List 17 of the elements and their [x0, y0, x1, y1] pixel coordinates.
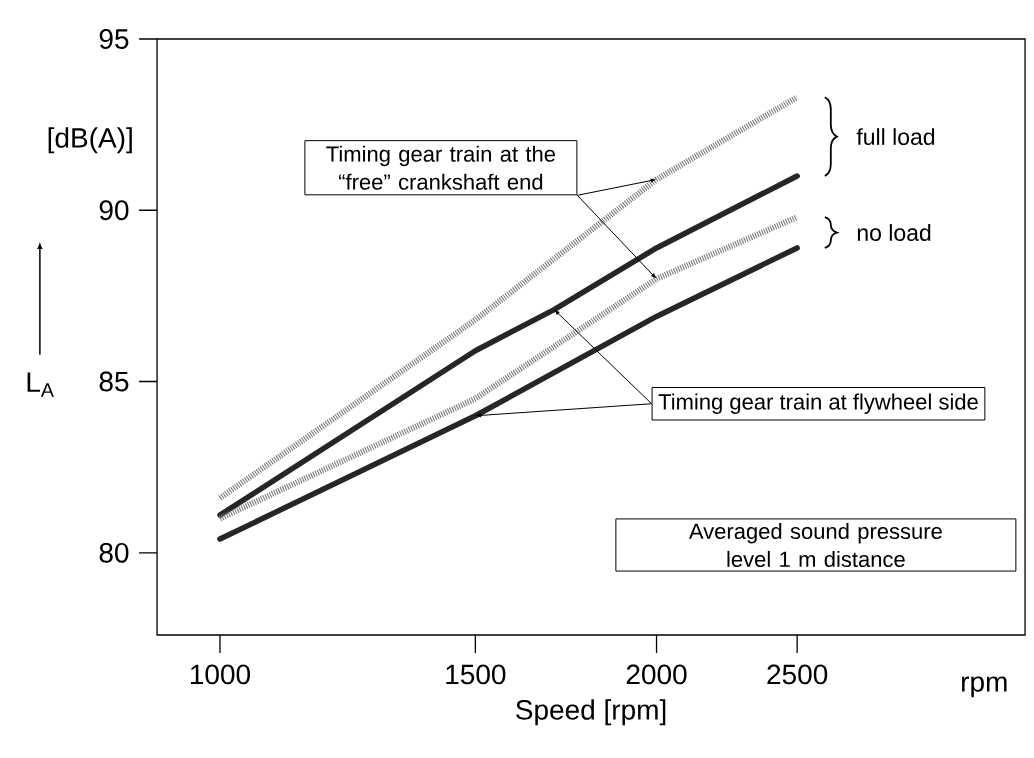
annotation: Timing gear train at flywheel side	[658, 393, 978, 414]
annotation: Averaged sound pressure level 1 m distance	[688, 522, 942, 568]
y-tick-label: 80	[99, 542, 129, 563]
y-tick-label: 95	[99, 29, 129, 49]
x-tick-label: 2500	[767, 664, 828, 685]
y-tick-label: 85	[99, 371, 129, 392]
text: rpm	[962, 676, 1007, 698]
annotation: no load	[857, 224, 931, 241]
text: [dB(A)]	[48, 127, 132, 154]
x-tick-label: 2000	[626, 664, 687, 685]
x-tick-label: 1000	[190, 664, 250, 685]
annotation: full load	[856, 128, 935, 146]
x-axis-title: Speed [rpm]	[516, 699, 666, 726]
y-axis-title: L$_{A}$	[27, 372, 54, 397]
annotation: Timing gear train at the “free” crankshaft end	[326, 145, 556, 190]
y-tick-label: 90	[99, 200, 129, 221]
x-tick-label: 1500	[446, 664, 506, 685]
